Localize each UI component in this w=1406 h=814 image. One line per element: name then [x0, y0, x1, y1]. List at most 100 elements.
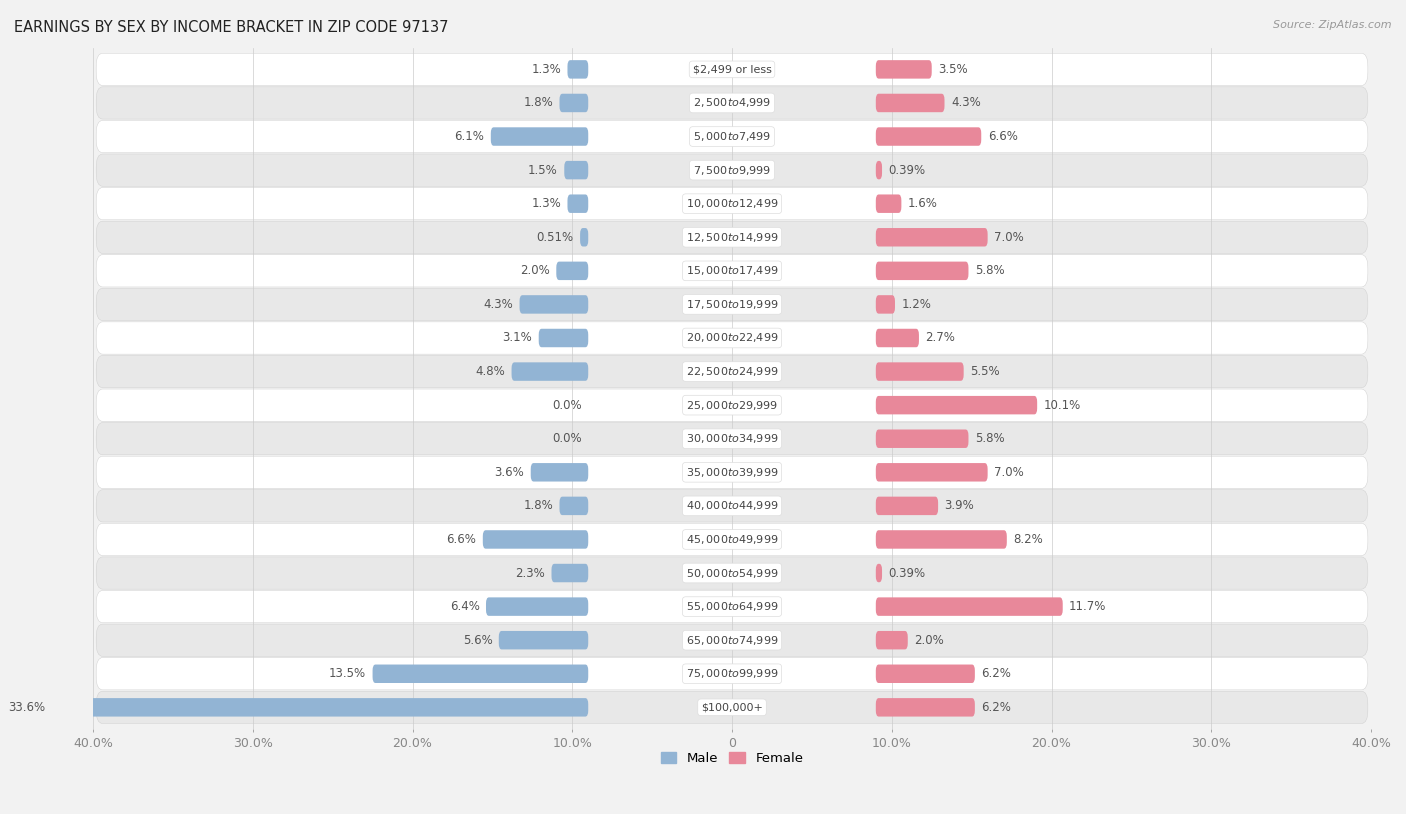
FancyBboxPatch shape [96, 154, 1368, 186]
Text: $35,000 to $39,999: $35,000 to $39,999 [686, 466, 779, 479]
FancyBboxPatch shape [491, 127, 588, 146]
FancyBboxPatch shape [876, 329, 920, 348]
Text: 8.2%: 8.2% [1014, 533, 1043, 546]
Text: 3.1%: 3.1% [502, 331, 533, 344]
Text: $5,000 to $7,499: $5,000 to $7,499 [693, 130, 770, 143]
Text: $30,000 to $34,999: $30,000 to $34,999 [686, 432, 779, 445]
Text: 0.51%: 0.51% [537, 230, 574, 243]
Text: 11.7%: 11.7% [1069, 600, 1107, 613]
FancyBboxPatch shape [520, 295, 588, 313]
FancyBboxPatch shape [96, 422, 1368, 455]
Text: $25,000 to $29,999: $25,000 to $29,999 [686, 399, 778, 412]
Text: 13.5%: 13.5% [329, 667, 366, 681]
Text: $15,000 to $17,499: $15,000 to $17,499 [686, 265, 779, 278]
Text: $40,000 to $44,999: $40,000 to $44,999 [686, 499, 779, 512]
FancyBboxPatch shape [96, 490, 1368, 522]
Legend: Male, Female: Male, Female [655, 746, 808, 770]
FancyBboxPatch shape [96, 356, 1368, 387]
Text: Source: ZipAtlas.com: Source: ZipAtlas.com [1274, 20, 1392, 30]
Text: 0.0%: 0.0% [553, 399, 582, 412]
Text: 0.39%: 0.39% [889, 567, 925, 580]
Text: 6.6%: 6.6% [447, 533, 477, 546]
FancyBboxPatch shape [876, 698, 974, 716]
FancyBboxPatch shape [560, 497, 588, 515]
Text: 5.8%: 5.8% [974, 432, 1004, 445]
Text: $12,500 to $14,999: $12,500 to $14,999 [686, 230, 779, 243]
Text: 6.4%: 6.4% [450, 600, 479, 613]
FancyBboxPatch shape [876, 463, 987, 482]
Text: 3.9%: 3.9% [945, 499, 974, 512]
FancyBboxPatch shape [876, 396, 1038, 414]
FancyBboxPatch shape [551, 564, 588, 582]
Text: 1.3%: 1.3% [531, 197, 561, 210]
FancyBboxPatch shape [876, 127, 981, 146]
Text: 33.6%: 33.6% [8, 701, 45, 714]
Text: 2.3%: 2.3% [516, 567, 546, 580]
FancyBboxPatch shape [876, 195, 901, 213]
FancyBboxPatch shape [96, 590, 1368, 623]
Text: 0.0%: 0.0% [553, 432, 582, 445]
Text: 6.6%: 6.6% [987, 130, 1018, 143]
FancyBboxPatch shape [373, 664, 588, 683]
Text: $2,499 or less: $2,499 or less [693, 64, 772, 74]
Text: $55,000 to $64,999: $55,000 to $64,999 [686, 600, 779, 613]
Text: EARNINGS BY SEX BY INCOME BRACKET IN ZIP CODE 97137: EARNINGS BY SEX BY INCOME BRACKET IN ZIP… [14, 20, 449, 35]
Text: 1.8%: 1.8% [523, 97, 553, 109]
Text: 4.3%: 4.3% [950, 97, 980, 109]
Text: 4.8%: 4.8% [475, 365, 505, 378]
FancyBboxPatch shape [96, 557, 1368, 589]
FancyBboxPatch shape [96, 53, 1368, 85]
Text: 4.3%: 4.3% [484, 298, 513, 311]
Text: 6.1%: 6.1% [454, 130, 485, 143]
Text: $7,500 to $9,999: $7,500 to $9,999 [693, 164, 770, 177]
FancyBboxPatch shape [560, 94, 588, 112]
FancyBboxPatch shape [96, 120, 1368, 153]
FancyBboxPatch shape [568, 60, 588, 79]
FancyBboxPatch shape [96, 523, 1368, 556]
Text: 6.2%: 6.2% [981, 701, 1011, 714]
FancyBboxPatch shape [876, 94, 945, 112]
FancyBboxPatch shape [96, 389, 1368, 422]
FancyBboxPatch shape [96, 456, 1368, 488]
Text: 2.7%: 2.7% [925, 331, 955, 344]
Text: 1.6%: 1.6% [908, 197, 938, 210]
Text: 6.2%: 6.2% [981, 667, 1011, 681]
Text: $10,000 to $12,499: $10,000 to $12,499 [686, 197, 779, 210]
FancyBboxPatch shape [876, 597, 1063, 616]
Text: 3.6%: 3.6% [495, 466, 524, 479]
Text: $22,500 to $24,999: $22,500 to $24,999 [686, 365, 779, 378]
Text: 7.0%: 7.0% [994, 466, 1024, 479]
Text: $2,500 to $4,999: $2,500 to $4,999 [693, 97, 770, 109]
FancyBboxPatch shape [96, 255, 1368, 287]
FancyBboxPatch shape [512, 362, 588, 381]
FancyBboxPatch shape [581, 228, 588, 247]
FancyBboxPatch shape [876, 261, 969, 280]
FancyBboxPatch shape [557, 261, 588, 280]
Text: 1.3%: 1.3% [531, 63, 561, 76]
FancyBboxPatch shape [538, 329, 588, 348]
FancyBboxPatch shape [96, 658, 1368, 690]
FancyBboxPatch shape [564, 161, 588, 179]
Text: 10.1%: 10.1% [1043, 399, 1081, 412]
Text: $20,000 to $22,499: $20,000 to $22,499 [686, 331, 779, 344]
FancyBboxPatch shape [876, 664, 974, 683]
Text: $50,000 to $54,999: $50,000 to $54,999 [686, 567, 779, 580]
FancyBboxPatch shape [96, 288, 1368, 321]
FancyBboxPatch shape [96, 624, 1368, 656]
Text: 1.5%: 1.5% [529, 164, 558, 177]
Text: $100,000+: $100,000+ [702, 702, 763, 712]
FancyBboxPatch shape [499, 631, 588, 650]
Text: 7.0%: 7.0% [994, 230, 1024, 243]
FancyBboxPatch shape [482, 530, 588, 549]
Text: 3.5%: 3.5% [938, 63, 967, 76]
Text: 1.2%: 1.2% [901, 298, 931, 311]
Text: 1.8%: 1.8% [523, 499, 553, 512]
Text: 0.39%: 0.39% [889, 164, 925, 177]
FancyBboxPatch shape [486, 597, 588, 616]
FancyBboxPatch shape [876, 564, 882, 582]
FancyBboxPatch shape [876, 430, 969, 448]
FancyBboxPatch shape [96, 691, 1368, 724]
Text: 5.5%: 5.5% [970, 365, 1000, 378]
Text: $75,000 to $99,999: $75,000 to $99,999 [686, 667, 779, 681]
Text: $45,000 to $49,999: $45,000 to $49,999 [686, 533, 779, 546]
